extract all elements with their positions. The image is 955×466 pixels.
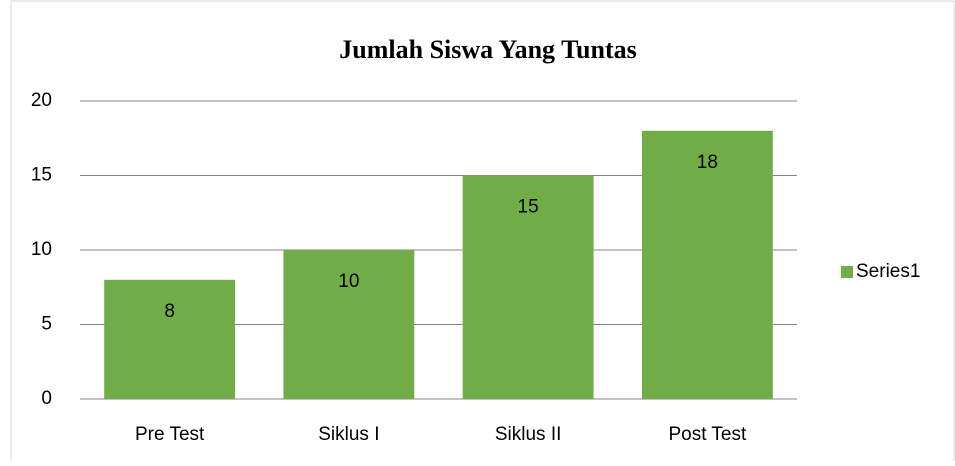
data-label: 18 xyxy=(697,152,718,173)
legend-label: Series1 xyxy=(856,261,920,282)
data-label: 8 xyxy=(164,301,175,322)
bar xyxy=(104,279,236,399)
y-tick-label: 20 xyxy=(31,90,52,111)
x-tick-label: Pre Test xyxy=(135,424,205,445)
x-tick-label: Siklus II xyxy=(495,424,562,445)
x-tick-label: Post Test xyxy=(668,424,747,445)
y-tick-label: 0 xyxy=(41,388,52,409)
chart-title: Jumlah Siswa Yang Tuntas xyxy=(339,35,636,64)
y-tick-label: 10 xyxy=(31,239,52,260)
bar xyxy=(462,175,594,399)
bar xyxy=(641,130,773,400)
y-tick-label: 15 xyxy=(31,165,52,186)
data-label: 15 xyxy=(518,197,539,218)
bar xyxy=(283,250,415,399)
data-label: 10 xyxy=(338,271,359,292)
x-tick-label: Siklus I xyxy=(318,424,379,445)
y-tick-label: 5 xyxy=(41,314,52,335)
legend-swatch xyxy=(841,266,853,278)
